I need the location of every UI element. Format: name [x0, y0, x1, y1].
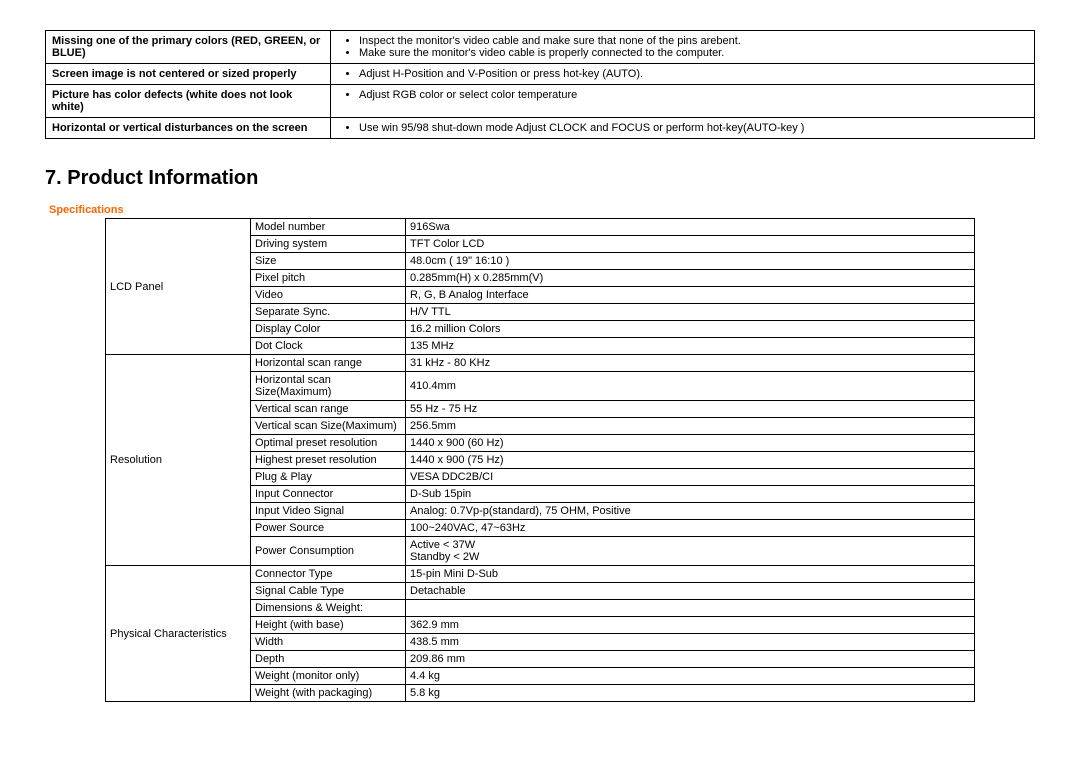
spec-param: Vertical scan range: [251, 401, 406, 418]
spec-param: Video: [251, 287, 406, 304]
specifications-table: LCD PanelModel number916SwaDriving syste…: [105, 218, 975, 702]
spec-param: Size: [251, 253, 406, 270]
spec-value: 1440 x 900 (60 Hz): [406, 435, 975, 452]
spec-param: Driving system: [251, 236, 406, 253]
solution-cell: Adjust H-Position and V-Position or pres…: [331, 64, 1035, 85]
troubleshoot-row: Screen image is not centered or sized pr…: [46, 64, 1035, 85]
spec-param: Input Video Signal: [251, 503, 406, 520]
spec-param: Highest preset resolution: [251, 452, 406, 469]
spec-value: 4.4 kg: [406, 668, 975, 685]
troubleshoot-row: Picture has color defects (white does no…: [46, 85, 1035, 118]
spec-value: 209.86 mm: [406, 651, 975, 668]
solution-item: Adjust RGB color or select color tempera…: [359, 89, 1028, 101]
spec-value: 135 MHz: [406, 338, 975, 355]
spec-value: 100~240VAC, 47~63Hz: [406, 520, 975, 537]
spec-value: Active < 37W Standby < 2W: [406, 537, 975, 566]
spec-value: D-Sub 15pin: [406, 486, 975, 503]
spec-param: Power Source: [251, 520, 406, 537]
spec-value: 1440 x 900 (75 Hz): [406, 452, 975, 469]
spec-category: Resolution: [106, 355, 251, 566]
spec-row: Physical CharacteristicsConnector Type15…: [106, 566, 975, 583]
issue-cell: Horizontal or vertical disturbances on t…: [46, 118, 331, 139]
spec-param: Dimensions & Weight:: [251, 600, 406, 617]
solution-item: Make sure the monitor's video cable is p…: [359, 47, 1028, 59]
spec-value: R, G, B Analog Interface: [406, 287, 975, 304]
spec-value: 0.285mm(H) x 0.285mm(V): [406, 270, 975, 287]
spec-param: Horizontal scan range: [251, 355, 406, 372]
spec-param: Power Consumption: [251, 537, 406, 566]
page-title: 7. Product Information: [45, 167, 1035, 190]
spec-param: Horizontal scan Size(Maximum): [251, 372, 406, 401]
issue-cell: Missing one of the primary colors (RED, …: [46, 31, 331, 64]
spec-value: 256.5mm: [406, 418, 975, 435]
spec-value: 5.8 kg: [406, 685, 975, 702]
spec-param: Plug & Play: [251, 469, 406, 486]
troubleshoot-row: Missing one of the primary colors (RED, …: [46, 31, 1035, 64]
spec-param: Vertical scan Size(Maximum): [251, 418, 406, 435]
spec-value: TFT Color LCD: [406, 236, 975, 253]
issue-cell: Screen image is not centered or sized pr…: [46, 64, 331, 85]
solution-item: Use win 95/98 shut-down mode Adjust CLOC…: [359, 122, 1028, 134]
spec-param: Depth: [251, 651, 406, 668]
spec-value: 15-pin Mini D-Sub: [406, 566, 975, 583]
spec-param: Model number: [251, 219, 406, 236]
spec-value: 410.4mm: [406, 372, 975, 401]
spec-row: ResolutionHorizontal scan range31 kHz - …: [106, 355, 975, 372]
spec-param: Optimal preset resolution: [251, 435, 406, 452]
issue-cell: Picture has color defects (white does no…: [46, 85, 331, 118]
solution-cell: Adjust RGB color or select color tempera…: [331, 85, 1035, 118]
spec-param: Height (with base): [251, 617, 406, 634]
spec-category: Physical Characteristics: [106, 566, 251, 702]
spec-value: 916Swa: [406, 219, 975, 236]
spec-param: Signal Cable Type: [251, 583, 406, 600]
spec-param: Dot Clock: [251, 338, 406, 355]
solution-cell: Use win 95/98 shut-down mode Adjust CLOC…: [331, 118, 1035, 139]
spec-param: Pixel pitch: [251, 270, 406, 287]
spec-param: Input Connector: [251, 486, 406, 503]
spec-value: 48.0cm ( 19" 16:10 ): [406, 253, 975, 270]
spec-value: 55 Hz - 75 Hz: [406, 401, 975, 418]
spec-param: Separate Sync.: [251, 304, 406, 321]
solution-item: Inspect the monitor's video cable and ma…: [359, 35, 1028, 47]
section-label: Specifications: [49, 204, 1035, 216]
solution-item: Adjust H-Position and V-Position or pres…: [359, 68, 1028, 80]
spec-row: LCD PanelModel number916Swa: [106, 219, 975, 236]
spec-param: Display Color: [251, 321, 406, 338]
spec-param: Weight (monitor only): [251, 668, 406, 685]
spec-value: Analog: 0.7Vp-p(standard), 75 OHM, Posit…: [406, 503, 975, 520]
spec-value: VESA DDC2B/CI: [406, 469, 975, 486]
spec-value: 31 kHz - 80 KHz: [406, 355, 975, 372]
solution-cell: Inspect the monitor's video cable and ma…: [331, 31, 1035, 64]
spec-param: Connector Type: [251, 566, 406, 583]
spec-value: [406, 600, 975, 617]
spec-value: 362.9 mm: [406, 617, 975, 634]
troubleshoot-row: Horizontal or vertical disturbances on t…: [46, 118, 1035, 139]
spec-value: Detachable: [406, 583, 975, 600]
spec-param: Width: [251, 634, 406, 651]
spec-value: 438.5 mm: [406, 634, 975, 651]
troubleshoot-table: Missing one of the primary colors (RED, …: [45, 30, 1035, 139]
spec-value: 16.2 million Colors: [406, 321, 975, 338]
spec-param: Weight (with packaging): [251, 685, 406, 702]
spec-category: LCD Panel: [106, 219, 251, 355]
spec-value: H/V TTL: [406, 304, 975, 321]
